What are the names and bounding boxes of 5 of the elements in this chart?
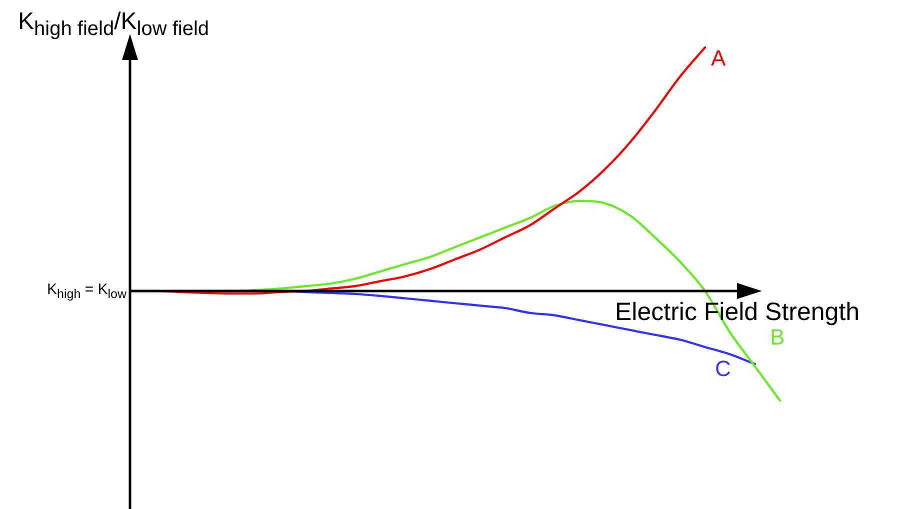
annotation: K$_{high}$ = K$_{low}$ (47, 281, 127, 301)
series-label: C (715, 356, 731, 382)
series-label: A (711, 46, 726, 70)
y-axis-title: K$_{high field}$/K$_{low field}$ (18, 8, 210, 41)
series-label: B (770, 324, 785, 350)
